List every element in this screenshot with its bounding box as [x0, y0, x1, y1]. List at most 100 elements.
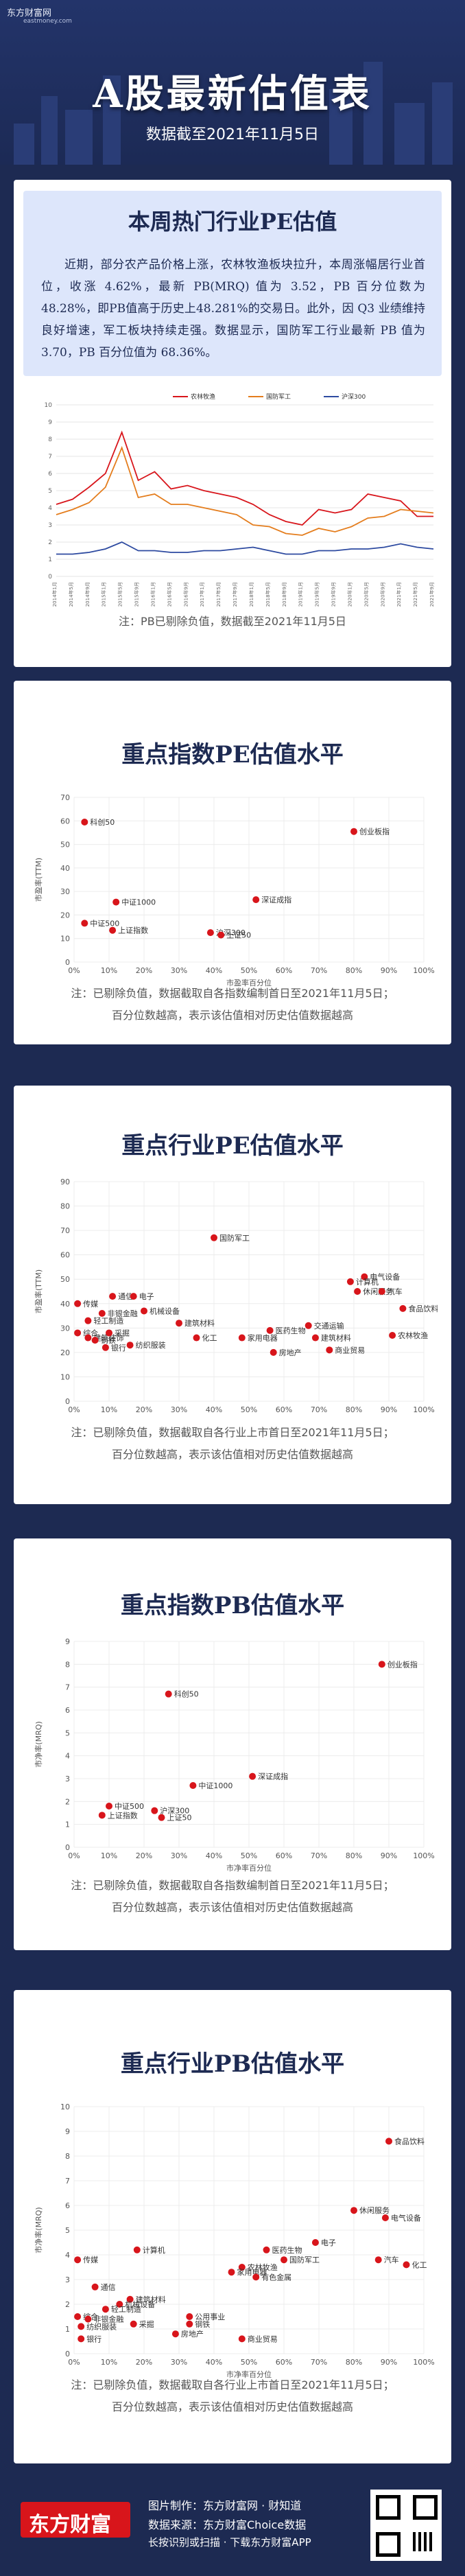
y-axis-label: 市盈率(TTM) — [34, 858, 43, 902]
series-line-1 — [56, 430, 433, 526]
x-tick-label: 2015年1月 — [101, 582, 107, 607]
date-line: 数据截至2021年11月5日 — [146, 126, 319, 143]
x-tick-label: 100% — [413, 1405, 434, 1414]
data-point — [238, 2335, 246, 2343]
x-tick-label: 90% — [381, 1851, 397, 1860]
y-tick-label: 0 — [65, 958, 70, 967]
y-tick-label: 0 — [65, 1397, 70, 1406]
qr-finder — [413, 2495, 438, 2520]
y-tick-label: 6 — [48, 471, 52, 478]
y-tick-label: 70 — [60, 793, 70, 802]
y-tick-label: 7 — [65, 1683, 70, 1692]
x-tick-label: 90% — [381, 1405, 397, 1414]
y-tick-label: 20 — [60, 911, 70, 920]
x-tick-label: 50% — [241, 1405, 257, 1414]
data-point — [403, 2261, 410, 2269]
y-tick-label: 10 — [60, 1372, 70, 1381]
skyline-bar — [394, 103, 425, 165]
x-tick-label: 70% — [311, 2358, 327, 2367]
x-tick-label: 2019年9月 — [331, 582, 337, 607]
data-point — [350, 2207, 357, 2214]
qr-code[interactable] — [370, 2490, 442, 2561]
data-point — [263, 2246, 270, 2253]
y-tick-label: 0 — [65, 2350, 70, 2358]
data-point-label: 采掘 — [139, 2319, 154, 2329]
data-point-label: 非银金融 — [93, 2315, 123, 2324]
data-point — [378, 1661, 385, 1668]
data-point-label: 深证成指 — [258, 1772, 288, 1781]
y-tick-label: 6 — [65, 2201, 70, 2210]
data-point-label: 创业板指 — [388, 1659, 418, 1669]
data-point — [186, 2313, 193, 2320]
footer: 东方财富 图片制作：东方财富网 · 财知道 数据来源：东方财富Choice数据 … — [0, 2477, 465, 2576]
y-tick-label: 10 — [45, 402, 53, 409]
data-point-label: 纺织服装 — [136, 1340, 166, 1350]
skyline-bar — [41, 96, 58, 165]
data-point — [81, 819, 88, 826]
x-tick-label: 2016年9月 — [182, 582, 189, 607]
data-point-label: 上证50 — [226, 931, 251, 940]
data-point — [133, 2246, 141, 2253]
x-tick-label: 10% — [101, 1405, 117, 1414]
card-note-1: 注：已剔除负值，数据截取自各行业上市首日至2021年11月5日； — [71, 1426, 394, 1439]
x-tick-label: 2019年5月 — [314, 582, 320, 607]
x-tick-label: 10% — [101, 1851, 117, 1860]
line-chart-series — [56, 430, 434, 555]
data-point — [326, 1346, 333, 1354]
card-title: 重点行业PE估值水平 — [121, 1132, 344, 1160]
legend-label: 国防军工 — [266, 393, 291, 401]
data-point — [238, 2264, 246, 2271]
x-tick-label: 2020年1月 — [346, 582, 353, 607]
x-tick-label: 80% — [346, 1851, 362, 1860]
x-tick-label: 20% — [136, 2358, 152, 2367]
x-axis-label: 市净率百分位 — [226, 2369, 272, 2379]
data-point — [211, 1234, 217, 1241]
y-tick-label: 30 — [60, 887, 70, 896]
data-point — [381, 2214, 389, 2221]
y-tick-label: 2 — [48, 539, 52, 546]
x-tick-label: 2020年9月 — [379, 582, 385, 607]
page-title: A股最新估值表 — [93, 71, 372, 117]
x-tick-label: 40% — [206, 966, 222, 975]
skyline-bar — [329, 89, 353, 165]
x-tick-label: 2017年1月 — [199, 582, 205, 607]
skyline-bar — [65, 110, 93, 165]
x-tick-label: 100% — [413, 2358, 434, 2367]
data-point-label: 传媒 — [83, 2256, 98, 2264]
x-tick-label: 40% — [206, 1851, 222, 1860]
line-chart-y-ticks: 0 1 2 3 4 5 6 7 8 9 10 — [45, 402, 53, 581]
data-point-label: 采掘 — [115, 1328, 130, 1337]
x-tick-label: 30% — [171, 2358, 187, 2367]
data-point — [112, 898, 120, 906]
x-tick-label: 60% — [276, 2358, 292, 2367]
y-tick-label: 40 — [60, 864, 70, 873]
data-point — [74, 1329, 82, 1337]
data-point-label: 电气设备 — [370, 1272, 400, 1282]
x-tick-label: 0% — [68, 966, 80, 975]
x-tick-label: 2020年5月 — [363, 582, 369, 607]
x-tick-label: 2019年1月 — [298, 582, 304, 607]
y-tick-label: 4 — [48, 505, 52, 512]
y-tick-label: 8 — [65, 2152, 70, 2161]
data-point — [378, 1288, 385, 1295]
data-point — [305, 1322, 312, 1329]
data-point — [238, 1334, 246, 1342]
x-tick-label: 40% — [206, 2358, 222, 2367]
y-tick-label: 3 — [48, 522, 52, 529]
data-point — [74, 2313, 82, 2320]
data-point-label: 深证成指 — [261, 895, 291, 904]
footer-line-3: 长按识别或扫描 · 下载东方财富APP — [148, 2536, 311, 2549]
logo-url: eastmoney.com — [23, 18, 72, 25]
data-point — [74, 2256, 82, 2264]
y-tick-label: 60 — [60, 1251, 70, 1260]
data-point-label: 建筑材料 — [321, 1333, 351, 1343]
intro-title: 本周热门行业PE估值 — [128, 209, 337, 235]
x-tick-label: 2021年1月 — [396, 582, 402, 607]
card-title: 重点指数PE估值水平 — [121, 741, 344, 769]
data-point-label: 家用电器 — [248, 1333, 278, 1343]
data-point — [171, 2330, 179, 2338]
series-line-3 — [56, 541, 434, 555]
x-tick-label: 2021年5月 — [412, 582, 418, 607]
